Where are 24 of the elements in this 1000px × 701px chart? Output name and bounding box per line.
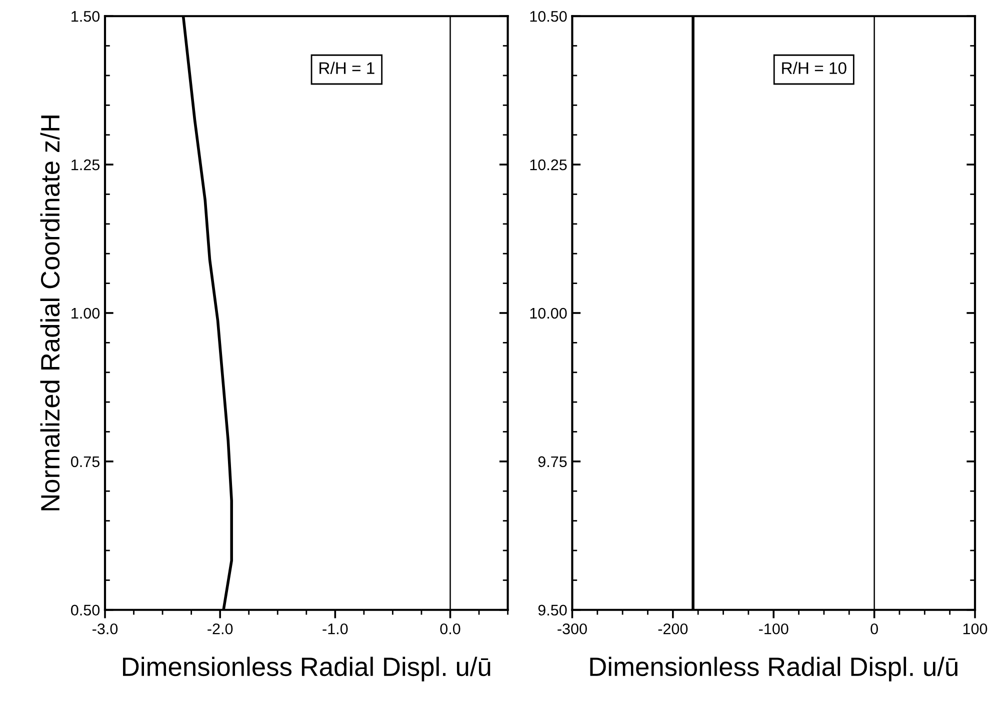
x-tick-label: -3.0 xyxy=(92,623,118,634)
x-tick-label: 100 xyxy=(963,623,988,634)
y-tick-label: 1.00 xyxy=(72,308,100,319)
x-tick-label: -200 xyxy=(658,623,688,634)
y-tick-label: 0.75 xyxy=(71,456,100,468)
annotation: R/H = 1 xyxy=(320,62,374,74)
y-tick-label: 9.75 xyxy=(538,456,567,468)
x-tick-label: -2.0 xyxy=(208,623,233,634)
annotation: R/H = 10 xyxy=(782,62,846,74)
y-tick-label: 10.25 xyxy=(530,159,567,170)
x-tick-label: -1.0 xyxy=(322,623,348,634)
x-axis-title: Dimensionless Radial Displ. u/ū xyxy=(123,656,490,682)
y-axis-title: Normalized Radial Coordinate z/H xyxy=(40,116,60,510)
x-tick-label: -300 xyxy=(558,623,587,634)
x-tick-label: 0.0 xyxy=(440,623,460,634)
y-tick-label: 0.50 xyxy=(71,604,100,616)
x-axis-title: Dimensionless Radial Displ. u/ū xyxy=(590,656,958,682)
x-tick-label: 0 xyxy=(870,623,878,634)
y-tick-label: 10.00 xyxy=(530,308,567,319)
y-tick-label: 1.50 xyxy=(72,10,100,22)
y-tick-label: 1.25 xyxy=(72,159,100,170)
y-tick-label: 10.50 xyxy=(530,10,567,22)
y-tick-label: 9.50 xyxy=(538,604,567,616)
x-tick-label: -100 xyxy=(759,623,788,634)
